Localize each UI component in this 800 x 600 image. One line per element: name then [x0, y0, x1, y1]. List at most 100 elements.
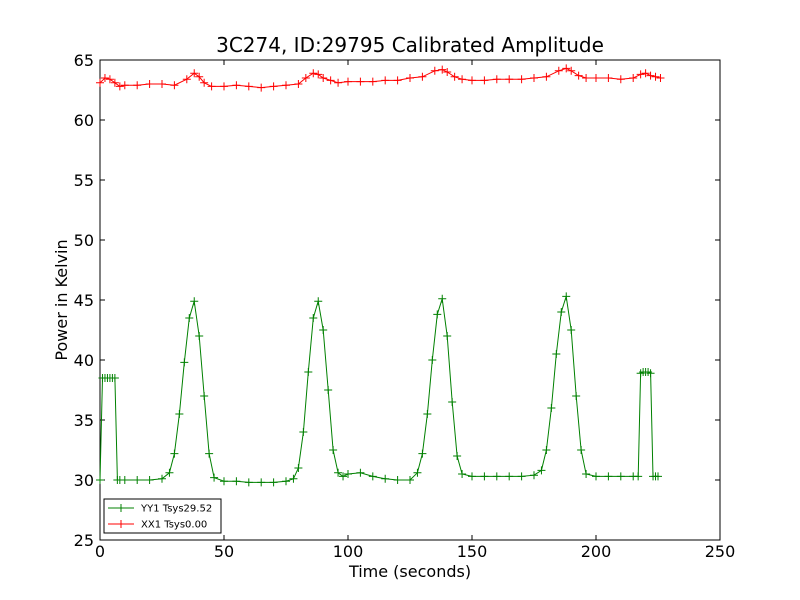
- data-point: [530, 471, 538, 480]
- data-point: [133, 81, 142, 90]
- data-point: [572, 392, 581, 400]
- data-point: [634, 472, 643, 481]
- data-point: [334, 468, 343, 477]
- data-point: [592, 472, 600, 481]
- data-point: [210, 473, 219, 482]
- series-2: [96, 64, 665, 92]
- data-point: [205, 449, 214, 458]
- data-point: [428, 356, 437, 364]
- series-1: [96, 292, 662, 487]
- data-point: [190, 297, 199, 306]
- data-point: [450, 72, 459, 81]
- data-point: [324, 386, 333, 394]
- y-tick-label: 30: [74, 471, 94, 490]
- data-point: [430, 66, 439, 75]
- data-point: [289, 474, 298, 483]
- data-point: [458, 470, 467, 478]
- data-point: [406, 476, 414, 484]
- data-point: [547, 404, 556, 412]
- data-point: [381, 474, 390, 483]
- data-point: [646, 369, 655, 378]
- data-point: [492, 75, 501, 84]
- data-point: [309, 69, 318, 78]
- data-point: [269, 82, 278, 91]
- x-axis-label: Time (seconds): [348, 562, 471, 581]
- data-point: [577, 446, 586, 454]
- data-point: [145, 80, 154, 88]
- data-point: [96, 78, 104, 87]
- data-point: [418, 72, 427, 81]
- y-tick-label: 65: [74, 51, 94, 70]
- data-point: [567, 66, 576, 75]
- data-point: [505, 472, 514, 481]
- data-point: [582, 74, 591, 82]
- data-point: [96, 476, 104, 484]
- data-point: [418, 449, 427, 458]
- data-point: [170, 81, 179, 90]
- data-point: [175, 410, 184, 418]
- data-point: [654, 472, 662, 481]
- data-point: [448, 398, 457, 406]
- data-point: [562, 292, 571, 301]
- data-point: [232, 477, 241, 486]
- data-point: [294, 80, 303, 88]
- data-point: [326, 76, 335, 85]
- data-point: [344, 470, 352, 478]
- data-point: [443, 68, 452, 76]
- legend-entries: YY1 Tsys29.52 XX1 Tsys0.00: [108, 504, 212, 531]
- data-point: [542, 72, 551, 81]
- data-point: [517, 75, 526, 84]
- data-point: [537, 466, 546, 475]
- legend-entry: XX1 Tsys0.00: [108, 520, 207, 531]
- data-point: [195, 332, 204, 340]
- data-point: [582, 470, 591, 478]
- legend-marker: [117, 504, 125, 512]
- data-point: [567, 326, 576, 334]
- data-point: [309, 314, 318, 322]
- data-point: [574, 71, 583, 80]
- y-tick-label: 55: [74, 171, 94, 190]
- data-point: [656, 74, 665, 82]
- data-point: [393, 76, 402, 85]
- y-tick-label: 35: [74, 411, 94, 430]
- data-point: [269, 478, 278, 487]
- data-point: [636, 70, 645, 79]
- data-point: [120, 476, 129, 484]
- data-point: [200, 78, 209, 87]
- data-point: [356, 77, 365, 86]
- data-point: [339, 472, 348, 481]
- data-point: [542, 446, 551, 454]
- data-point: [368, 472, 377, 481]
- data-point: [115, 82, 124, 91]
- data-point: [356, 468, 365, 477]
- legend-entry: YY1 Tsys29.52: [108, 504, 212, 515]
- x-tick-label: 0: [95, 542, 105, 561]
- data-point: [562, 64, 571, 73]
- y-tick-label: 40: [74, 351, 94, 370]
- data-point: [165, 468, 174, 477]
- data-point: [329, 446, 338, 454]
- data-point: [530, 74, 538, 82]
- data-point: [120, 81, 129, 90]
- data-point: [170, 449, 179, 458]
- data-point: [381, 76, 390, 85]
- data-point: [334, 78, 343, 87]
- data-point: [453, 452, 462, 460]
- data-point: [319, 74, 328, 82]
- y-tick-label: 60: [74, 111, 94, 130]
- x-tick-label: 100: [333, 542, 364, 561]
- data-point: [492, 472, 501, 481]
- data-point: [110, 374, 119, 382]
- data-point: [314, 70, 323, 79]
- data-point: [480, 76, 489, 85]
- data-point: [232, 81, 241, 90]
- plot-series: [96, 64, 665, 487]
- data-point: [368, 77, 377, 86]
- data-point: [314, 297, 323, 306]
- data-point: [220, 82, 228, 91]
- data-point: [557, 308, 566, 316]
- data-point: [319, 326, 328, 334]
- data-point: [443, 332, 452, 340]
- data-point: [257, 83, 266, 92]
